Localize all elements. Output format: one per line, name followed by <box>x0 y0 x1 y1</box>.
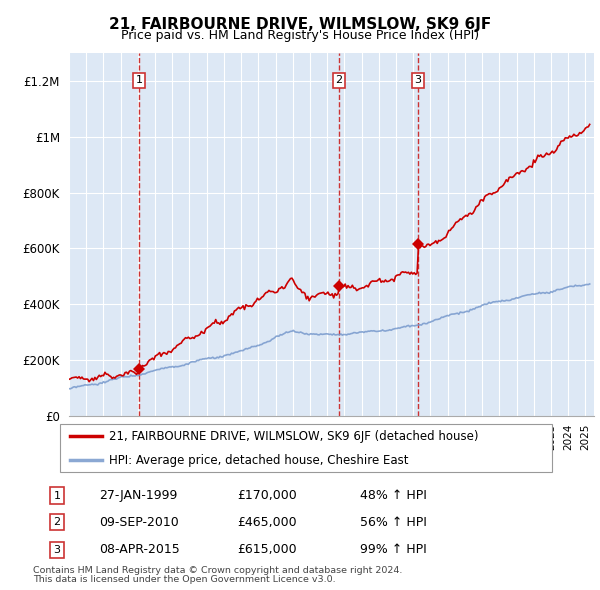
Text: Contains HM Land Registry data © Crown copyright and database right 2024.: Contains HM Land Registry data © Crown c… <box>33 566 403 575</box>
Text: 99% ↑ HPI: 99% ↑ HPI <box>360 543 427 556</box>
Text: HPI: Average price, detached house, Cheshire East: HPI: Average price, detached house, Ches… <box>109 454 409 467</box>
Text: 48% ↑ HPI: 48% ↑ HPI <box>360 489 427 502</box>
Text: 21, FAIRBOURNE DRIVE, WILMSLOW, SK9 6JF (detached house): 21, FAIRBOURNE DRIVE, WILMSLOW, SK9 6JF … <box>109 430 479 442</box>
Text: 3: 3 <box>53 545 61 555</box>
Text: 56% ↑ HPI: 56% ↑ HPI <box>360 516 427 529</box>
Text: £170,000: £170,000 <box>237 489 297 502</box>
Text: 2: 2 <box>53 517 61 527</box>
Text: 27-JAN-1999: 27-JAN-1999 <box>99 489 178 502</box>
Text: 3: 3 <box>415 76 421 86</box>
Text: £615,000: £615,000 <box>237 543 296 556</box>
Text: 09-SEP-2010: 09-SEP-2010 <box>99 516 179 529</box>
Text: 21, FAIRBOURNE DRIVE, WILMSLOW, SK9 6JF: 21, FAIRBOURNE DRIVE, WILMSLOW, SK9 6JF <box>109 17 491 31</box>
Text: 1: 1 <box>53 491 61 500</box>
Text: £465,000: £465,000 <box>237 516 296 529</box>
Text: This data is licensed under the Open Government Licence v3.0.: This data is licensed under the Open Gov… <box>33 575 335 584</box>
FancyBboxPatch shape <box>60 424 552 472</box>
Text: Price paid vs. HM Land Registry's House Price Index (HPI): Price paid vs. HM Land Registry's House … <box>121 30 479 42</box>
Text: 08-APR-2015: 08-APR-2015 <box>99 543 180 556</box>
Text: 1: 1 <box>136 76 143 86</box>
Text: 2: 2 <box>335 76 343 86</box>
